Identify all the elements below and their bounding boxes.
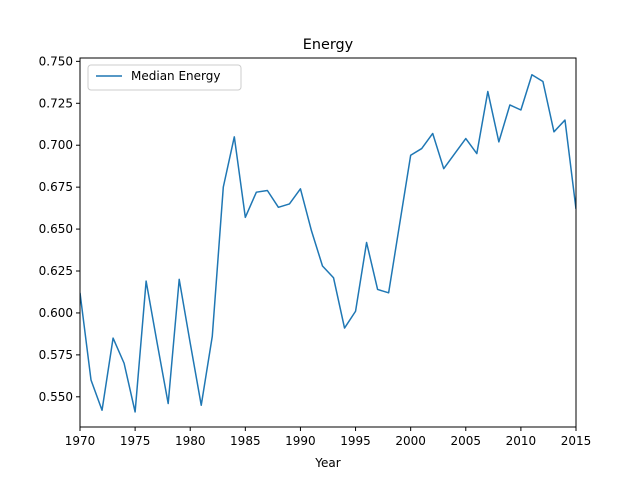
plot-area: 1970 1975 1980 1985 1990 1995 2000 2005 2010 2015…	[39, 54, 592, 448]
x-axis-label: Year	[314, 456, 340, 470]
legend-box	[87, 64, 242, 91]
legend-label-median-energy: Median Energy	[131, 69, 220, 83]
series-line-0	[80, 74, 576, 413]
chart-title: Energy	[303, 37, 354, 53]
x-tick-label: 2000	[395, 434, 426, 448]
x-tick-label: 1990	[285, 434, 316, 448]
legend: Median Energy	[87, 64, 242, 91]
x-tick-label: 1970	[65, 434, 96, 448]
y-tick-label: 0.600	[39, 306, 73, 320]
y-tick-label: 0.625	[39, 264, 73, 278]
y-tick-label: 0.575	[39, 348, 73, 362]
y-tick-label: 0.675	[39, 180, 73, 194]
x-tick-label: 1980	[175, 434, 206, 448]
x-tick-label: 1975	[120, 434, 151, 448]
x-tick-label: 1995	[340, 434, 371, 448]
y-tick-label: 0.700	[39, 138, 73, 152]
y-tick-label: 0.550	[39, 390, 73, 404]
x-tick-label: 2010	[506, 434, 537, 448]
y-tick-label: 0.725	[39, 96, 73, 110]
y-tick-label: 0.650	[39, 222, 73, 236]
x-tick-label: 2005	[451, 434, 482, 448]
y-tick-label: 0.750	[39, 54, 73, 68]
x-tick-label: 1985	[230, 434, 261, 448]
axes-frame	[79, 57, 577, 428]
x-tick-label: 2015	[561, 434, 592, 448]
